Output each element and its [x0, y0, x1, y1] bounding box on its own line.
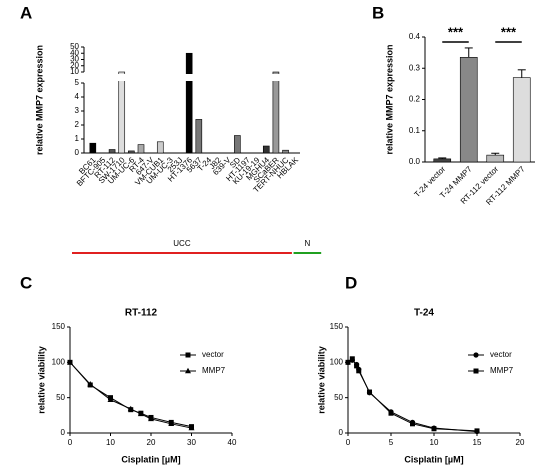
bar	[486, 154, 505, 163]
marker	[349, 356, 355, 362]
group-label: N	[304, 239, 310, 248]
x-tick-label: 0	[68, 438, 73, 447]
marker	[345, 359, 351, 365]
marker	[87, 381, 94, 387]
panel-letter: D	[345, 273, 357, 292]
y-tick-label: 150	[52, 322, 66, 331]
significance-label: ***	[448, 24, 464, 39]
x-axis-label: Cisplatin [µM]	[404, 454, 463, 464]
y-tick-label: 50	[56, 393, 65, 402]
y-tick-label: 10	[70, 67, 79, 76]
marker	[137, 410, 144, 417]
marker	[188, 424, 195, 431]
y-tick-label: 30	[70, 55, 79, 64]
y-tick-label: 0.3	[409, 63, 421, 72]
bar	[185, 52, 193, 154]
marker	[410, 421, 415, 427]
bar	[108, 149, 116, 154]
legend-marker	[185, 367, 191, 374]
series-line	[69, 361, 192, 428]
bar	[128, 150, 135, 154]
x-tick-label: 20	[516, 438, 525, 447]
marker	[388, 410, 394, 416]
x-tick-label: 10	[430, 438, 439, 447]
y-tick-label: 0	[75, 148, 80, 157]
y-tick-label: 0.1	[409, 126, 421, 135]
bar	[195, 119, 203, 154]
x-tick-label: 20	[147, 438, 156, 447]
y-tick-label: 100	[52, 357, 66, 366]
x-axis-label: Cisplatin [µM]	[121, 454, 180, 464]
bar	[512, 77, 531, 163]
bar	[433, 158, 452, 163]
y-tick-label: 50	[70, 42, 79, 51]
marker	[367, 389, 372, 395]
legend-marker	[473, 368, 479, 374]
y-axis-label: relative MMP7 expression	[34, 45, 44, 155]
marker	[168, 420, 175, 427]
bar	[272, 71, 280, 154]
marker	[148, 415, 154, 422]
legend-marker	[185, 352, 191, 358]
marker	[431, 426, 437, 432]
y-tick-label: 50	[334, 393, 343, 402]
series-line	[69, 361, 192, 429]
x-tick-label: 15	[473, 438, 482, 447]
y-tick-label: 0.2	[409, 95, 421, 104]
y-axis-label: relative viability	[36, 346, 46, 414]
y-tick-label: 0	[61, 428, 66, 437]
bar	[262, 145, 270, 154]
chart-title: RT-112	[125, 308, 158, 319]
group-label: UCC	[173, 239, 191, 248]
y-tick-label: 100	[330, 357, 344, 366]
chart-title: T-24	[414, 308, 434, 319]
bar	[118, 71, 126, 154]
legend-label: vector	[490, 350, 512, 359]
y-tick-label: 1	[75, 134, 80, 143]
legend-marker	[473, 352, 479, 358]
y-tick-label: 0.4	[409, 32, 421, 41]
legend-label: MMP7	[490, 366, 514, 375]
legend-label: vector	[202, 350, 224, 359]
x-tick-label: 5	[389, 438, 394, 447]
panel-letter: C	[20, 273, 32, 292]
bar	[282, 149, 289, 154]
bar	[234, 135, 241, 154]
y-tick-label: 0.0	[409, 157, 421, 166]
y-tick-label: 20	[70, 61, 79, 70]
y-tick-label: 3	[75, 106, 80, 115]
bar	[89, 142, 97, 154]
bar	[156, 141, 164, 154]
x-tick-label: 40	[228, 438, 237, 447]
bar	[137, 144, 145, 154]
marker	[127, 405, 134, 412]
x-tick-label: 10	[106, 438, 115, 447]
marker	[474, 428, 480, 434]
panel-letter: B	[372, 3, 384, 22]
y-axis-label: relative MMP7 expression	[384, 44, 394, 154]
y-tick-label: 2	[75, 120, 80, 129]
y-tick-label: 150	[330, 322, 344, 331]
y-tick-label: 5	[75, 78, 80, 87]
marker	[67, 359, 73, 365]
bar	[459, 57, 478, 163]
marker	[356, 368, 362, 374]
significance-label: ***	[501, 24, 517, 39]
y-tick-label: 40	[70, 48, 79, 57]
axis-break	[83, 74, 301, 81]
x-tick-label: 30	[187, 438, 196, 447]
marker	[107, 396, 114, 402]
y-tick-label: 0	[339, 428, 344, 437]
x-tick-label: 0	[346, 438, 351, 447]
marker	[354, 363, 360, 369]
y-axis-label: relative viability	[316, 346, 326, 414]
legend-label: MMP7	[202, 366, 226, 375]
y-tick-label: 4	[75, 92, 80, 101]
panel-letter: A	[20, 3, 32, 22]
